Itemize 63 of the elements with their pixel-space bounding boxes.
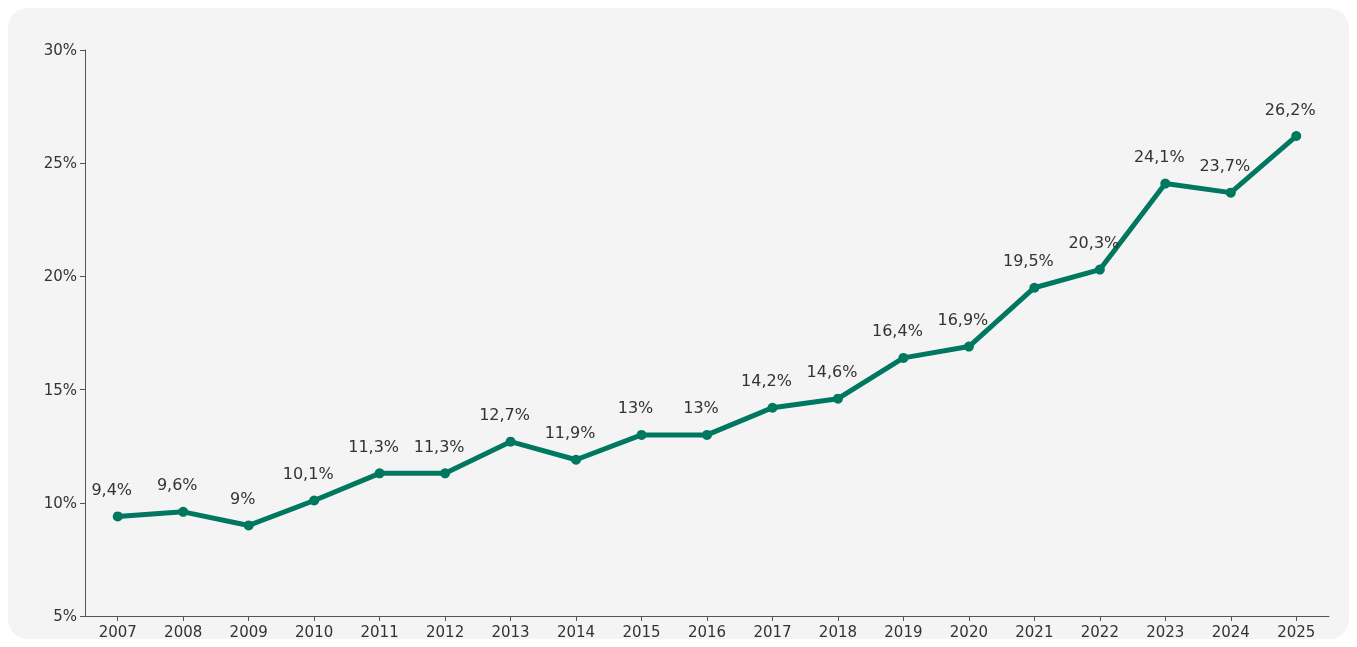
data-label: 11,3% — [348, 436, 400, 456]
x-tick-label: 2007 — [98, 622, 137, 641]
point — [505, 436, 516, 447]
data-label: 19,5% — [1002, 251, 1054, 271]
x-tick-label: 2019 — [884, 622, 923, 641]
data-label: 9,4% — [91, 479, 133, 499]
data-label: 12,7% — [479, 405, 530, 425]
point — [571, 454, 582, 465]
data-label: 24,1% — [1133, 147, 1185, 167]
x-tick-label: 2008 — [164, 622, 203, 641]
x-tick-label: 2009 — [229, 622, 268, 641]
point — [898, 352, 909, 363]
point — [440, 468, 451, 479]
point — [1094, 264, 1105, 275]
x-tick-label: 2011 — [360, 622, 399, 641]
point — [1225, 187, 1236, 198]
x-tick-label: 2018 — [818, 622, 858, 641]
point — [243, 520, 254, 531]
data-label: 13% — [617, 398, 654, 418]
point — [309, 495, 320, 506]
y-tick-label: 5% — [53, 607, 77, 625]
point — [636, 429, 647, 440]
x-tick-label: 2012 — [426, 622, 465, 641]
y-tick-label: 25% — [43, 154, 77, 173]
data-label: 14,2% — [741, 371, 792, 391]
point — [1160, 178, 1171, 189]
data-label: 9% — [229, 488, 256, 508]
data-label: 16,4% — [872, 321, 923, 341]
x-tick-label: 2015 — [622, 622, 661, 641]
point — [767, 402, 778, 413]
x-tick-label: 2020 — [949, 622, 988, 641]
point — [832, 393, 843, 404]
point — [963, 341, 974, 352]
y-tick-label: 15% — [43, 380, 77, 399]
x-tick-label: 2017 — [753, 622, 792, 641]
data-label: 23,7% — [1199, 156, 1251, 176]
point — [112, 511, 123, 522]
x-tick-label: 2013 — [491, 622, 530, 641]
data-label: 10,1% — [282, 464, 334, 484]
point — [1029, 282, 1040, 293]
data-label: 13% — [683, 398, 719, 418]
point — [374, 468, 385, 479]
data-label: 11,9% — [544, 423, 596, 443]
y-tick-label: 10% — [43, 493, 77, 512]
data-label: 14,6% — [806, 362, 858, 382]
data-label: 9,6% — [156, 475, 198, 495]
x-tick-label: 2025 — [1277, 622, 1316, 641]
y-tick-label: 30% — [43, 41, 77, 59]
data-label: 26,2% — [1264, 99, 1316, 119]
point — [1291, 131, 1302, 142]
y-tick-label: 20% — [43, 267, 77, 286]
data-label: 16,9% — [937, 310, 989, 330]
x-tick-label: 2021 — [1015, 622, 1054, 641]
x-tick-label: 2022 — [1080, 622, 1119, 641]
data-label: 11,3% — [413, 436, 465, 456]
x-tick-label: 2014 — [556, 622, 596, 641]
x-tick-label: 2016 — [687, 622, 727, 641]
x-tick-label: 2023 — [1146, 622, 1185, 641]
point — [702, 429, 712, 440]
point — [178, 506, 189, 517]
data-label: 20,3% — [1068, 233, 1120, 253]
x-tick-label: 2024 — [1211, 622, 1250, 641]
x-tick-label: 2010 — [295, 622, 334, 641]
